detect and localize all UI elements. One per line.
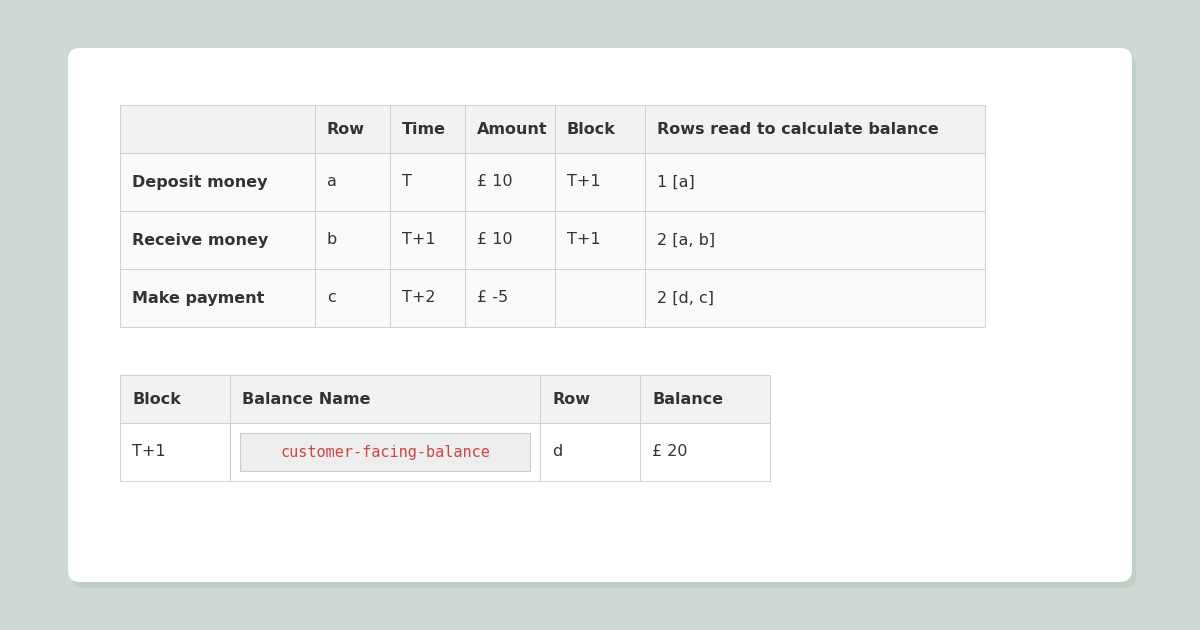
- Bar: [466, 105, 554, 153]
- Bar: [120, 105, 314, 153]
- Bar: [640, 375, 770, 423]
- Bar: [314, 269, 390, 327]
- FancyBboxPatch shape: [72, 54, 1136, 588]
- Bar: [390, 211, 466, 269]
- Bar: [314, 105, 390, 153]
- Text: Rows read to calculate balance: Rows read to calculate balance: [658, 122, 938, 137]
- Text: £ 10: £ 10: [478, 232, 512, 248]
- Bar: [646, 105, 985, 153]
- Text: T+1: T+1: [402, 232, 436, 248]
- Bar: [466, 153, 554, 211]
- Bar: [314, 153, 390, 211]
- Bar: [314, 211, 390, 269]
- Text: Amount: Amount: [478, 122, 547, 137]
- Bar: [554, 269, 646, 327]
- Text: T+1: T+1: [568, 232, 601, 248]
- Bar: [540, 423, 640, 481]
- Text: £ 10: £ 10: [478, 175, 512, 190]
- Text: £ -5: £ -5: [478, 290, 508, 306]
- Bar: [240, 433, 530, 471]
- Bar: [120, 423, 230, 481]
- Text: 1 [a]: 1 [a]: [658, 175, 695, 190]
- Bar: [554, 105, 646, 153]
- FancyBboxPatch shape: [68, 48, 1132, 582]
- Text: Row: Row: [552, 391, 590, 406]
- Text: Balance: Balance: [652, 391, 724, 406]
- Bar: [390, 105, 466, 153]
- Bar: [646, 211, 985, 269]
- Text: customer-facing-balance: customer-facing-balance: [280, 445, 490, 459]
- Bar: [230, 375, 540, 423]
- Text: £ 20: £ 20: [652, 445, 688, 459]
- Bar: [390, 269, 466, 327]
- Text: b: b: [326, 232, 337, 248]
- Text: 2 [d, c]: 2 [d, c]: [658, 290, 714, 306]
- Bar: [120, 375, 230, 423]
- Text: Block: Block: [568, 122, 616, 137]
- Text: Deposit money: Deposit money: [132, 175, 268, 190]
- Text: Receive money: Receive money: [132, 232, 269, 248]
- Bar: [120, 153, 314, 211]
- Text: T: T: [402, 175, 412, 190]
- Text: Make payment: Make payment: [132, 290, 264, 306]
- Text: 2 [a, b]: 2 [a, b]: [658, 232, 715, 248]
- Bar: [640, 423, 770, 481]
- Text: Time: Time: [402, 122, 446, 137]
- Bar: [540, 375, 640, 423]
- Text: Balance Name: Balance Name: [242, 391, 371, 406]
- Text: d: d: [552, 445, 563, 459]
- Text: Row: Row: [326, 122, 365, 137]
- Bar: [390, 153, 466, 211]
- Bar: [230, 423, 540, 481]
- Text: a: a: [326, 175, 337, 190]
- Bar: [646, 269, 985, 327]
- Bar: [120, 211, 314, 269]
- Text: T+2: T+2: [402, 290, 436, 306]
- Text: T+1: T+1: [568, 175, 601, 190]
- Bar: [646, 153, 985, 211]
- Text: Block: Block: [132, 391, 181, 406]
- Bar: [120, 269, 314, 327]
- Text: c: c: [326, 290, 336, 306]
- Bar: [554, 153, 646, 211]
- Text: T+1: T+1: [132, 445, 166, 459]
- Bar: [554, 211, 646, 269]
- Bar: [466, 211, 554, 269]
- Bar: [466, 269, 554, 327]
